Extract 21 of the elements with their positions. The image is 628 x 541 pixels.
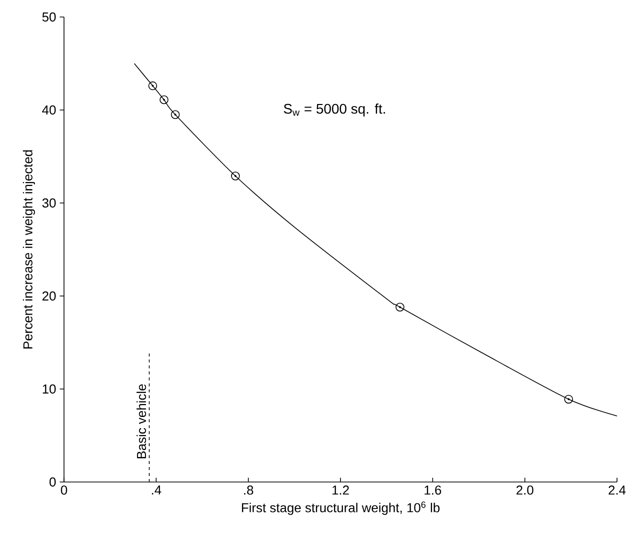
x-tick-label: 1.6: [424, 486, 442, 495]
y-tick-label: 30: [42, 198, 56, 208]
x-tick-label: 1.2: [332, 486, 349, 495]
y-tick-label: 20: [42, 291, 56, 301]
x-tick-label: 2.0: [516, 486, 534, 495]
point: [396, 302, 404, 312]
y-tick-label: 10: [42, 384, 56, 394]
y-tick-label: 50: [42, 12, 56, 22]
y-tick-label: 0: [50, 477, 56, 487]
x-axis-title: First stage structural weight, 10$^{6}$ lb: [242, 502, 440, 515]
x-tick-label: .8: [244, 486, 254, 495]
x-tick-label: .4: [152, 486, 162, 494]
annotation: S$_{w}$ = 5000 sq. ft.: [284, 103, 385, 116]
point: [148, 81, 158, 90]
y-tick-label: 40: [42, 105, 56, 115]
x-tick-label: 0: [60, 486, 68, 495]
point: [160, 95, 168, 104]
point: [231, 172, 240, 180]
x-tick-label: 2.4: [608, 486, 626, 495]
ref-line-label: Basic vehicle: [136, 384, 146, 458]
y-axis-title: Percent increase in weight injected: [22, 150, 35, 348]
